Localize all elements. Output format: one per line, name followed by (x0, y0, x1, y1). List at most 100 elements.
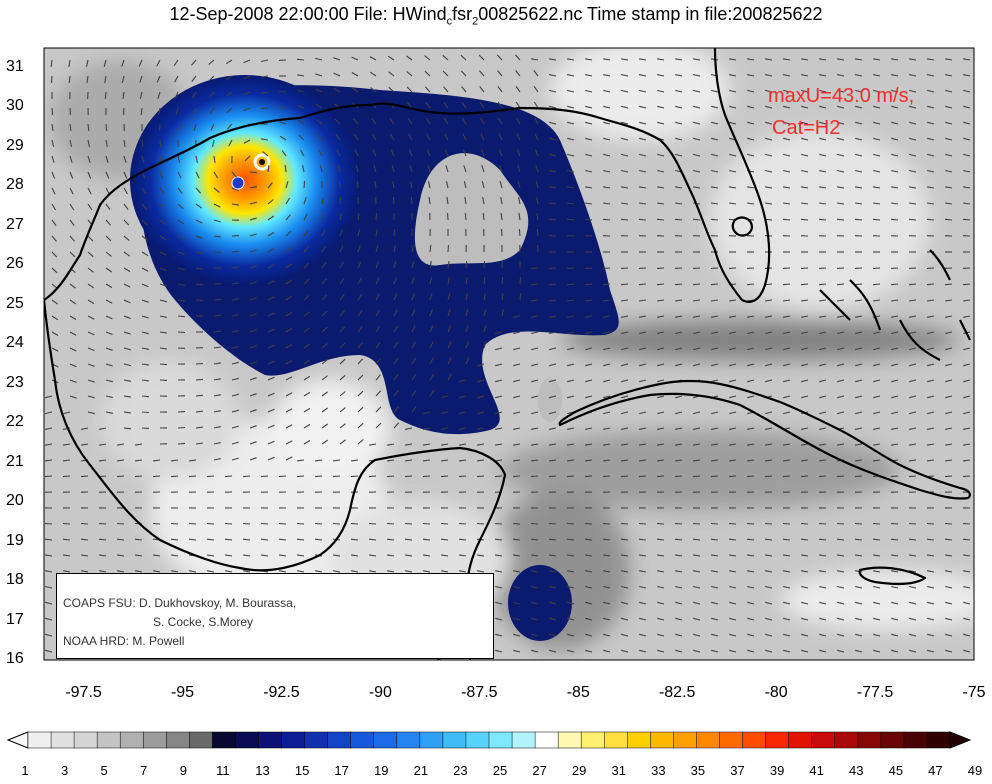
wind-vector (566, 475, 575, 478)
wind-vector (87, 251, 94, 258)
wind-vector (603, 331, 611, 335)
wind-vector (303, 262, 310, 269)
wind-vector (549, 58, 557, 61)
wind-vector (675, 554, 683, 557)
wind-vector (855, 363, 863, 367)
wind-vector (548, 283, 557, 286)
wind-vector (818, 218, 827, 221)
wind-vector (909, 443, 917, 446)
wind-vector (177, 203, 184, 210)
wind-vector (621, 137, 629, 141)
wind-vector (303, 180, 306, 189)
wind-vector (177, 171, 182, 179)
wind-vector (765, 347, 773, 351)
wind-vector (621, 105, 629, 109)
wind-vector (188, 538, 197, 541)
wind-vector (855, 633, 863, 637)
wind-vector (783, 331, 791, 335)
wind-vector (693, 347, 701, 351)
wind-vector (105, 203, 111, 211)
wind-vector (584, 570, 593, 573)
wind-vector (207, 554, 215, 557)
wind-vector (406, 70, 413, 77)
wind-vector (693, 153, 701, 157)
wind-vector (603, 585, 611, 589)
wind-vector (945, 379, 953, 383)
wind-vector (141, 283, 149, 288)
wind-vector (372, 149, 377, 157)
wind-vector (801, 379, 809, 383)
wind-vector (549, 137, 557, 141)
wind-vector (123, 411, 131, 414)
wind-vector (639, 633, 647, 637)
wind-vector (729, 585, 737, 589)
wind-vector (819, 58, 827, 61)
colorbar-label: 49 (967, 763, 983, 778)
wind-vector (837, 633, 845, 637)
wind-vector (675, 186, 683, 189)
wind-vector (693, 169, 701, 173)
wind-vector (315, 73, 323, 77)
wind-vector (357, 293, 363, 301)
wind-vector (891, 89, 899, 93)
wind-vector (87, 315, 95, 320)
wind-vector (657, 601, 665, 605)
wind-vector (321, 197, 324, 205)
wind-vector (963, 633, 971, 637)
wind-vector (872, 427, 881, 430)
wind-vector (321, 407, 329, 413)
wind-vector (765, 411, 773, 415)
wind-vector (765, 89, 773, 93)
wind-vector (585, 169, 593, 173)
wind-vector (891, 58, 899, 61)
wind-vector (231, 203, 239, 206)
wind-vector (497, 101, 503, 109)
wind-vector (531, 331, 539, 335)
wind-vector (603, 649, 611, 653)
wind-vector (368, 570, 377, 573)
wind-vector (303, 375, 311, 381)
wind-vector (585, 202, 593, 205)
wind-vector (262, 151, 269, 157)
wind-vector (855, 331, 863, 335)
wind-vector (927, 202, 935, 205)
wind-vector (909, 299, 917, 302)
wind-vector (927, 601, 935, 605)
wind-vector (141, 187, 147, 195)
wind-vector (495, 331, 503, 335)
wind-vector (357, 245, 361, 253)
wind-vector (693, 186, 701, 189)
wind-vector (404, 538, 413, 541)
wind-vector (190, 59, 197, 66)
wind-vector (285, 279, 293, 285)
colorbar-label: 21 (413, 763, 429, 778)
wind-vector (424, 55, 431, 61)
wind-vector (303, 391, 311, 397)
wind-vector (602, 218, 611, 221)
wind-vector (515, 85, 521, 93)
wind-vector (873, 137, 881, 141)
wind-vector (891, 379, 899, 383)
wind-vector (87, 347, 95, 352)
wind-vector (585, 633, 593, 637)
wind-vector (141, 331, 149, 335)
wind-vector (357, 374, 364, 381)
wind-vector (962, 218, 971, 221)
wind-vector (351, 56, 359, 61)
wind-vector (303, 197, 307, 205)
wind-vector (855, 186, 863, 189)
wind-vector (909, 137, 917, 141)
wind-vector (531, 299, 539, 302)
wind-vector (657, 202, 665, 205)
wind-vector (357, 309, 363, 317)
max-wind-value: maxU=43.0 m/s, (768, 85, 915, 107)
wind-vector (499, 181, 503, 189)
wind-vector (747, 202, 755, 205)
wind-vector (567, 89, 575, 93)
wind-vector (411, 406, 417, 413)
wind-vector (447, 325, 452, 333)
wind-vector (87, 411, 95, 415)
wind-vector (375, 293, 380, 301)
wind-vector (374, 181, 377, 189)
x-tick-label: -97.5 (65, 684, 102, 701)
